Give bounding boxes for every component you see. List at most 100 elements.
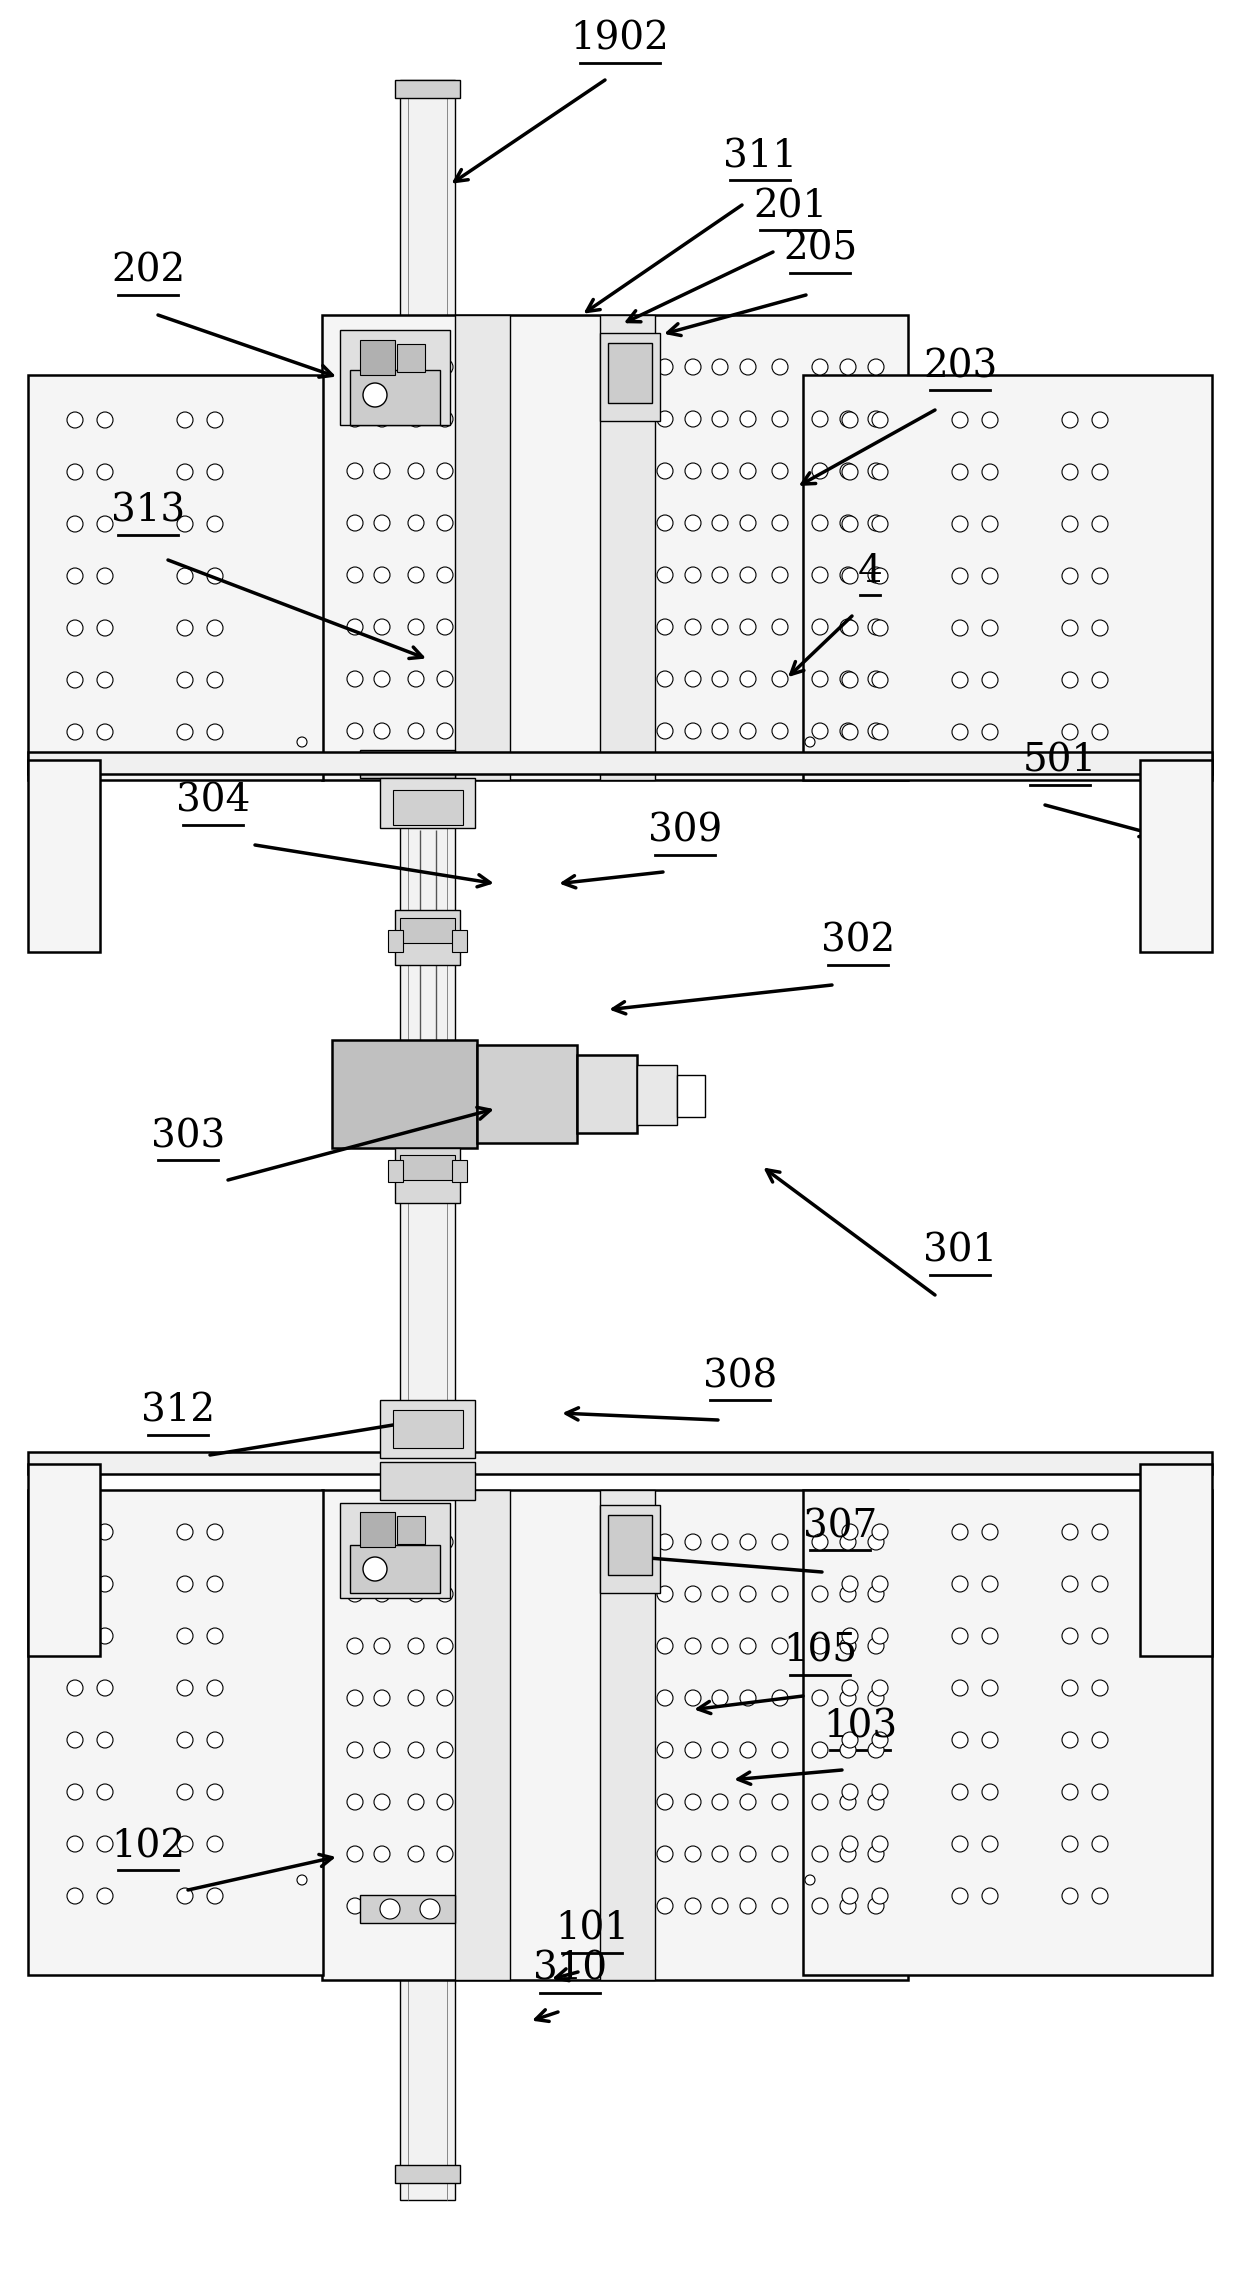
Circle shape (868, 724, 884, 740)
Circle shape (97, 567, 113, 583)
Circle shape (42, 849, 62, 870)
Text: 202: 202 (110, 253, 185, 289)
Bar (455, 1489, 510, 1981)
Circle shape (684, 1794, 701, 1810)
Circle shape (740, 567, 756, 583)
Circle shape (1061, 1680, 1078, 1696)
Circle shape (684, 1899, 701, 1915)
Bar (340, 1503, 450, 1598)
Circle shape (1061, 1576, 1078, 1592)
Bar (455, 314, 510, 781)
Bar (396, 1148, 460, 1202)
Circle shape (812, 1899, 828, 1915)
Bar (804, 376, 1211, 781)
Circle shape (812, 1847, 828, 1863)
Circle shape (69, 790, 91, 811)
Bar (29, 761, 100, 952)
Circle shape (868, 1899, 884, 1915)
Circle shape (842, 567, 858, 583)
Circle shape (712, 412, 728, 428)
Circle shape (1092, 619, 1109, 635)
Circle shape (374, 462, 391, 478)
Circle shape (347, 1637, 363, 1653)
Circle shape (773, 1742, 787, 1758)
Circle shape (740, 1587, 756, 1603)
Circle shape (982, 465, 998, 480)
Circle shape (812, 619, 828, 635)
Circle shape (740, 1742, 756, 1758)
Circle shape (347, 360, 363, 376)
Circle shape (347, 567, 363, 583)
Circle shape (177, 412, 193, 428)
Circle shape (207, 1680, 223, 1696)
Circle shape (982, 1576, 998, 1592)
Bar (396, 2165, 460, 2184)
Circle shape (952, 1835, 968, 1851)
Circle shape (177, 672, 193, 688)
Circle shape (374, 567, 391, 583)
Circle shape (347, 724, 363, 740)
Circle shape (1092, 672, 1109, 688)
Circle shape (868, 1587, 884, 1603)
Circle shape (1061, 619, 1078, 635)
Circle shape (773, 724, 787, 740)
Circle shape (952, 465, 968, 480)
Circle shape (740, 724, 756, 740)
Circle shape (347, 1847, 363, 1863)
Circle shape (379, 754, 401, 774)
Circle shape (657, 1794, 673, 1810)
Bar (388, 929, 403, 952)
Circle shape (657, 619, 673, 635)
Bar (608, 1514, 652, 1576)
Text: 309: 309 (647, 813, 722, 849)
Circle shape (97, 619, 113, 635)
Circle shape (363, 1557, 387, 1580)
Circle shape (42, 1494, 62, 1514)
Circle shape (868, 1742, 884, 1758)
Circle shape (436, 462, 453, 478)
Circle shape (773, 462, 787, 478)
Circle shape (436, 724, 453, 740)
Circle shape (298, 738, 308, 747)
Text: 304: 304 (176, 783, 250, 820)
Circle shape (408, 1742, 424, 1758)
Circle shape (1092, 1888, 1109, 1904)
Circle shape (872, 724, 888, 740)
Circle shape (420, 1899, 440, 1920)
Bar (804, 1489, 1211, 1974)
Circle shape (347, 1535, 363, 1551)
Bar (360, 339, 396, 376)
Circle shape (868, 1535, 884, 1551)
Circle shape (812, 1637, 828, 1653)
Text: 303: 303 (151, 1118, 226, 1154)
Circle shape (436, 1794, 453, 1810)
Circle shape (868, 360, 884, 376)
Circle shape (952, 672, 968, 688)
Bar (600, 314, 655, 781)
Bar (600, 1505, 660, 1594)
Circle shape (657, 724, 673, 740)
Circle shape (773, 360, 787, 376)
Circle shape (657, 462, 673, 478)
Text: 101: 101 (556, 1910, 629, 1949)
Circle shape (812, 1794, 828, 1810)
Circle shape (69, 1553, 91, 1573)
Circle shape (812, 1690, 828, 1705)
Circle shape (712, 1899, 728, 1915)
Circle shape (97, 1628, 113, 1644)
Circle shape (436, 515, 453, 531)
Circle shape (773, 1794, 787, 1810)
Circle shape (812, 462, 828, 478)
Circle shape (982, 1733, 998, 1749)
Circle shape (177, 1628, 193, 1644)
Circle shape (374, 1535, 391, 1551)
Bar (29, 1464, 100, 1655)
Text: 307: 307 (802, 1507, 877, 1546)
Circle shape (408, 1535, 424, 1551)
Circle shape (712, 724, 728, 740)
Circle shape (712, 1587, 728, 1603)
Circle shape (347, 412, 363, 428)
Circle shape (177, 465, 193, 480)
Circle shape (740, 1794, 756, 1810)
Circle shape (842, 672, 858, 688)
